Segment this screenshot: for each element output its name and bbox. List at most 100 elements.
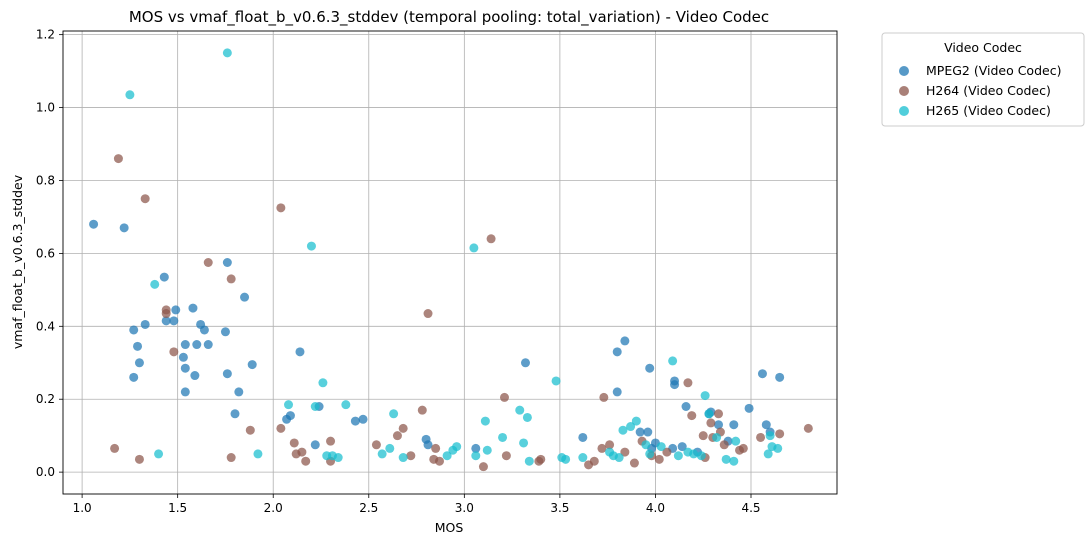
data-point-h264 [113, 154, 123, 164]
legend-box [881, 32, 1085, 127]
data-point-h264 [169, 347, 179, 357]
data-point-mpeg2 [247, 360, 257, 370]
data-point-h264 [301, 456, 311, 466]
legend-label-h265: H265 (Video Codec) [926, 103, 1051, 118]
data-point-mpeg2 [729, 420, 739, 430]
data-point-mpeg2 [178, 352, 188, 362]
data-point-mpeg2 [190, 371, 200, 381]
data-point-h265 [377, 449, 387, 459]
data-point-h265 [524, 456, 534, 466]
x-axis-label: MOS [435, 520, 464, 535]
data-point-h265 [551, 376, 561, 386]
x-tick-label: 2.0 [264, 501, 283, 515]
x-tick-label: 1.5 [168, 501, 187, 515]
data-point-h264 [486, 234, 496, 244]
data-point-mpeg2 [222, 369, 232, 379]
data-point-h265 [668, 356, 678, 366]
data-point-mpeg2 [670, 380, 680, 390]
data-point-h264 [620, 447, 630, 457]
data-point-mpeg2 [285, 411, 295, 421]
data-point-h264 [654, 454, 664, 464]
data-point-h264 [698, 431, 708, 441]
data-point-h264 [140, 194, 150, 204]
data-point-mpeg2 [234, 387, 244, 397]
data-point-h264 [276, 203, 286, 213]
data-point-h264 [226, 274, 236, 284]
data-point-h265 [515, 405, 525, 415]
data-point-h264 [738, 443, 748, 453]
data-point-h265 [341, 400, 351, 410]
data-point-mpeg2 [757, 369, 767, 379]
legend-marker-h264 [899, 86, 909, 96]
data-point-h265 [763, 449, 773, 459]
x-axis-ticks: 1.0 1.5 2.0 2.5 3.0 3.5 4.0 4.5 [73, 494, 761, 515]
data-point-h265 [333, 453, 343, 463]
data-point-mpeg2 [714, 420, 724, 430]
data-point-mpeg2 [612, 347, 622, 357]
grid-lines [63, 31, 837, 494]
y-axis-ticks: 0.0 0.2 0.4 0.6 0.8 1.0 1.2 [36, 28, 63, 479]
data-point-h265 [696, 451, 706, 461]
legend-label-mpeg2: MPEG2 (Video Codec) [926, 63, 1061, 78]
data-point-h265 [704, 409, 714, 419]
y-tick-label: 0.2 [36, 392, 55, 406]
data-point-h265 [712, 432, 722, 442]
data-point-h264 [431, 443, 441, 453]
data-point-h264 [629, 458, 639, 468]
legend-marker-h265 [899, 106, 909, 116]
data-point-h264 [803, 423, 813, 433]
data-point-mpeg2 [203, 340, 213, 350]
data-point-h264 [134, 454, 144, 464]
data-point-h265 [154, 449, 164, 459]
data-point-h264 [756, 432, 766, 442]
data-point-mpeg2 [140, 319, 150, 329]
data-point-h265 [656, 442, 666, 452]
data-point-mpeg2 [134, 358, 144, 368]
data-point-h264 [478, 462, 488, 472]
data-point-mpeg2 [89, 219, 99, 229]
data-point-h265 [150, 279, 160, 289]
data-point-h264 [245, 425, 255, 435]
data-point-mpeg2 [471, 443, 481, 453]
data-point-h264 [536, 454, 546, 464]
data-point-h265 [398, 453, 408, 463]
data-point-h265 [631, 416, 641, 426]
data-point-h265 [614, 453, 624, 463]
data-point-mpeg2 [635, 427, 645, 437]
data-point-mpeg2 [222, 258, 232, 267]
data-point-mpeg2 [645, 363, 655, 373]
data-point-mpeg2 [180, 387, 190, 397]
data-point-mpeg2 [612, 387, 622, 397]
data-point-mpeg2 [171, 305, 181, 315]
data-point-h265 [626, 422, 636, 432]
data-point-mpeg2 [240, 292, 250, 302]
data-point-mpeg2 [220, 327, 230, 337]
data-point-h265 [318, 378, 328, 388]
data-point-h264 [161, 309, 171, 319]
x-tick-label: 3.5 [550, 501, 569, 515]
data-point-mpeg2 [133, 341, 143, 351]
data-point-h264 [417, 405, 427, 415]
data-point-h265 [389, 409, 399, 419]
data-point-h264 [775, 429, 785, 439]
data-point-h265 [469, 243, 479, 253]
data-point-h264 [406, 451, 416, 461]
data-point-h265 [731, 436, 741, 446]
data-point-h265 [222, 48, 232, 58]
y-tick-label: 0.4 [36, 319, 55, 333]
data-point-h265 [773, 443, 783, 453]
data-point-h264 [499, 392, 509, 402]
data-point-h264 [687, 411, 697, 421]
data-point-h265 [253, 449, 263, 459]
data-point-h265 [721, 454, 731, 464]
data-point-mpeg2 [199, 325, 209, 335]
data-point-h264 [203, 258, 213, 267]
y-axis-label: vmaf_float_b_v0.6.3_stddev [10, 174, 25, 349]
data-point-h264 [501, 451, 511, 461]
data-point-mpeg2 [230, 409, 240, 419]
data-point-mpeg2 [295, 347, 305, 357]
data-point-mpeg2 [350, 416, 360, 426]
data-point-h264 [110, 443, 120, 453]
data-point-h264 [276, 423, 286, 433]
y-tick-label: 1.2 [36, 28, 55, 42]
